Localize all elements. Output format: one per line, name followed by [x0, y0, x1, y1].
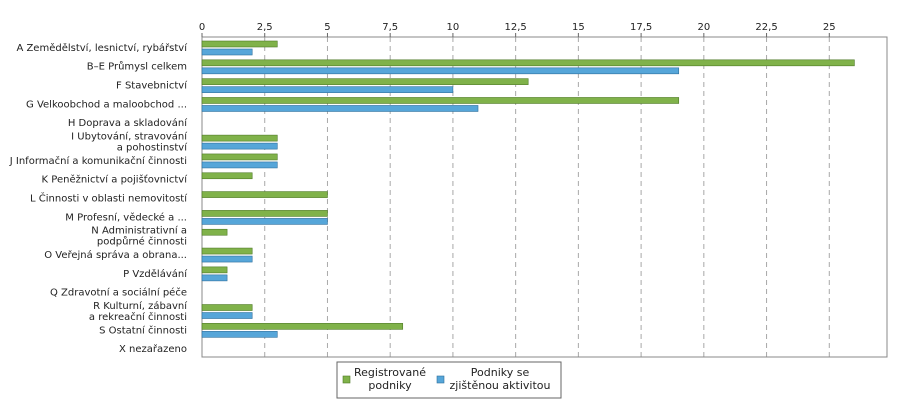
x-tick-label: 10	[447, 22, 460, 33]
grid-lines	[264, 37, 830, 357]
category-label: B–E Průmysl celkem	[87, 61, 187, 73]
bar-registrovane	[201, 323, 404, 330]
bar-aktivni	[201, 86, 454, 93]
bar-aktivni	[201, 48, 253, 56]
category-label: X nezařazeno	[119, 343, 187, 355]
bar-aktivni	[201, 255, 253, 263]
legend-box	[336, 361, 562, 399]
legend-label: Registrované podniky	[354, 366, 426, 392]
legend-label: Podniky se zjištěnou aktivitou	[450, 366, 551, 392]
category-label: K Peněžnictví a pojišťovnictví	[42, 174, 189, 186]
bar-registrovane	[201, 191, 328, 198]
x-tick-label: 2,5	[257, 22, 273, 33]
x-tick-label: 20	[697, 22, 710, 33]
legend-swatch	[436, 375, 445, 384]
bar-registrovane	[201, 134, 278, 142]
category-label: F Stavebnictví	[116, 80, 188, 92]
bar-aktivni	[201, 161, 278, 169]
bar-aktivni	[201, 142, 278, 150]
bar-registrovane	[201, 228, 228, 236]
category-label: O Veřejná správa a obrana...	[44, 249, 187, 261]
category-label: N Administrativní a podpůrné činnosti	[91, 225, 187, 248]
category-label: H Doprava a skladování	[68, 117, 188, 129]
bar-aktivni	[201, 274, 228, 282]
category-label: Q Zdravotní a sociální péče	[50, 287, 187, 299]
bar-registrovane	[201, 153, 278, 161]
bar-aktivni	[201, 312, 253, 319]
category-label: A Zemědělství, lesnictví, rybářství	[16, 42, 188, 54]
bar-registrovane	[201, 266, 228, 274]
x-tick-label: 12,5	[505, 22, 527, 33]
legend: Registrované podniky Podniky se zjištěnou a…	[336, 361, 562, 399]
bars	[201, 40, 855, 338]
category-label: I Ubytování, stravování a pohostinství	[71, 131, 188, 154]
bar-registrovane	[201, 78, 529, 85]
bar-aktivni	[201, 331, 278, 338]
bar-aktivni	[201, 218, 328, 225]
x-tick-label: 15	[572, 22, 585, 33]
x-tick-label: 22,5	[755, 22, 777, 33]
bar-registrovane	[201, 97, 680, 104]
bar-registrovane	[201, 304, 253, 311]
bar-registrovane	[201, 247, 253, 255]
category-label: P Vzdělávání	[123, 268, 188, 280]
bar-registrovane	[201, 40, 278, 48]
category-labels: A Zemědělství, lesnictví, rybářství B–E P…	[9, 42, 188, 355]
x-tick-label: 5	[324, 22, 330, 33]
category-label: R Kulturní, zábavní a rekreační činnosti	[89, 300, 188, 323]
category-label: G Velkoobchod a maloobchod ...	[26, 99, 187, 110]
category-label: S Ostatní činnosti	[99, 324, 187, 336]
x-tick-label: 7,5	[382, 22, 398, 33]
category-label: L Činnosti v oblasti nemovitostí	[30, 192, 188, 205]
category-label: J Informační a komunikační činnosti	[9, 155, 187, 167]
legend-swatch	[342, 375, 351, 384]
x-tick-label: 0	[199, 22, 205, 33]
x-tick-label: 17,5	[630, 22, 652, 33]
bar-registrovane	[201, 210, 328, 217]
bar-aktivni	[201, 67, 680, 75]
x-tick-label: 25	[823, 22, 836, 33]
x-axis-ticks: 0 2,5 5 7,5 10 12,5 15 17,5 20 22,5 25	[199, 22, 836, 37]
category-label: M Profesní, vědecké a ...	[65, 211, 187, 223]
bar-registrovane	[201, 172, 253, 180]
bar-registrovane	[201, 59, 855, 67]
bar-aktivni	[201, 105, 479, 112]
